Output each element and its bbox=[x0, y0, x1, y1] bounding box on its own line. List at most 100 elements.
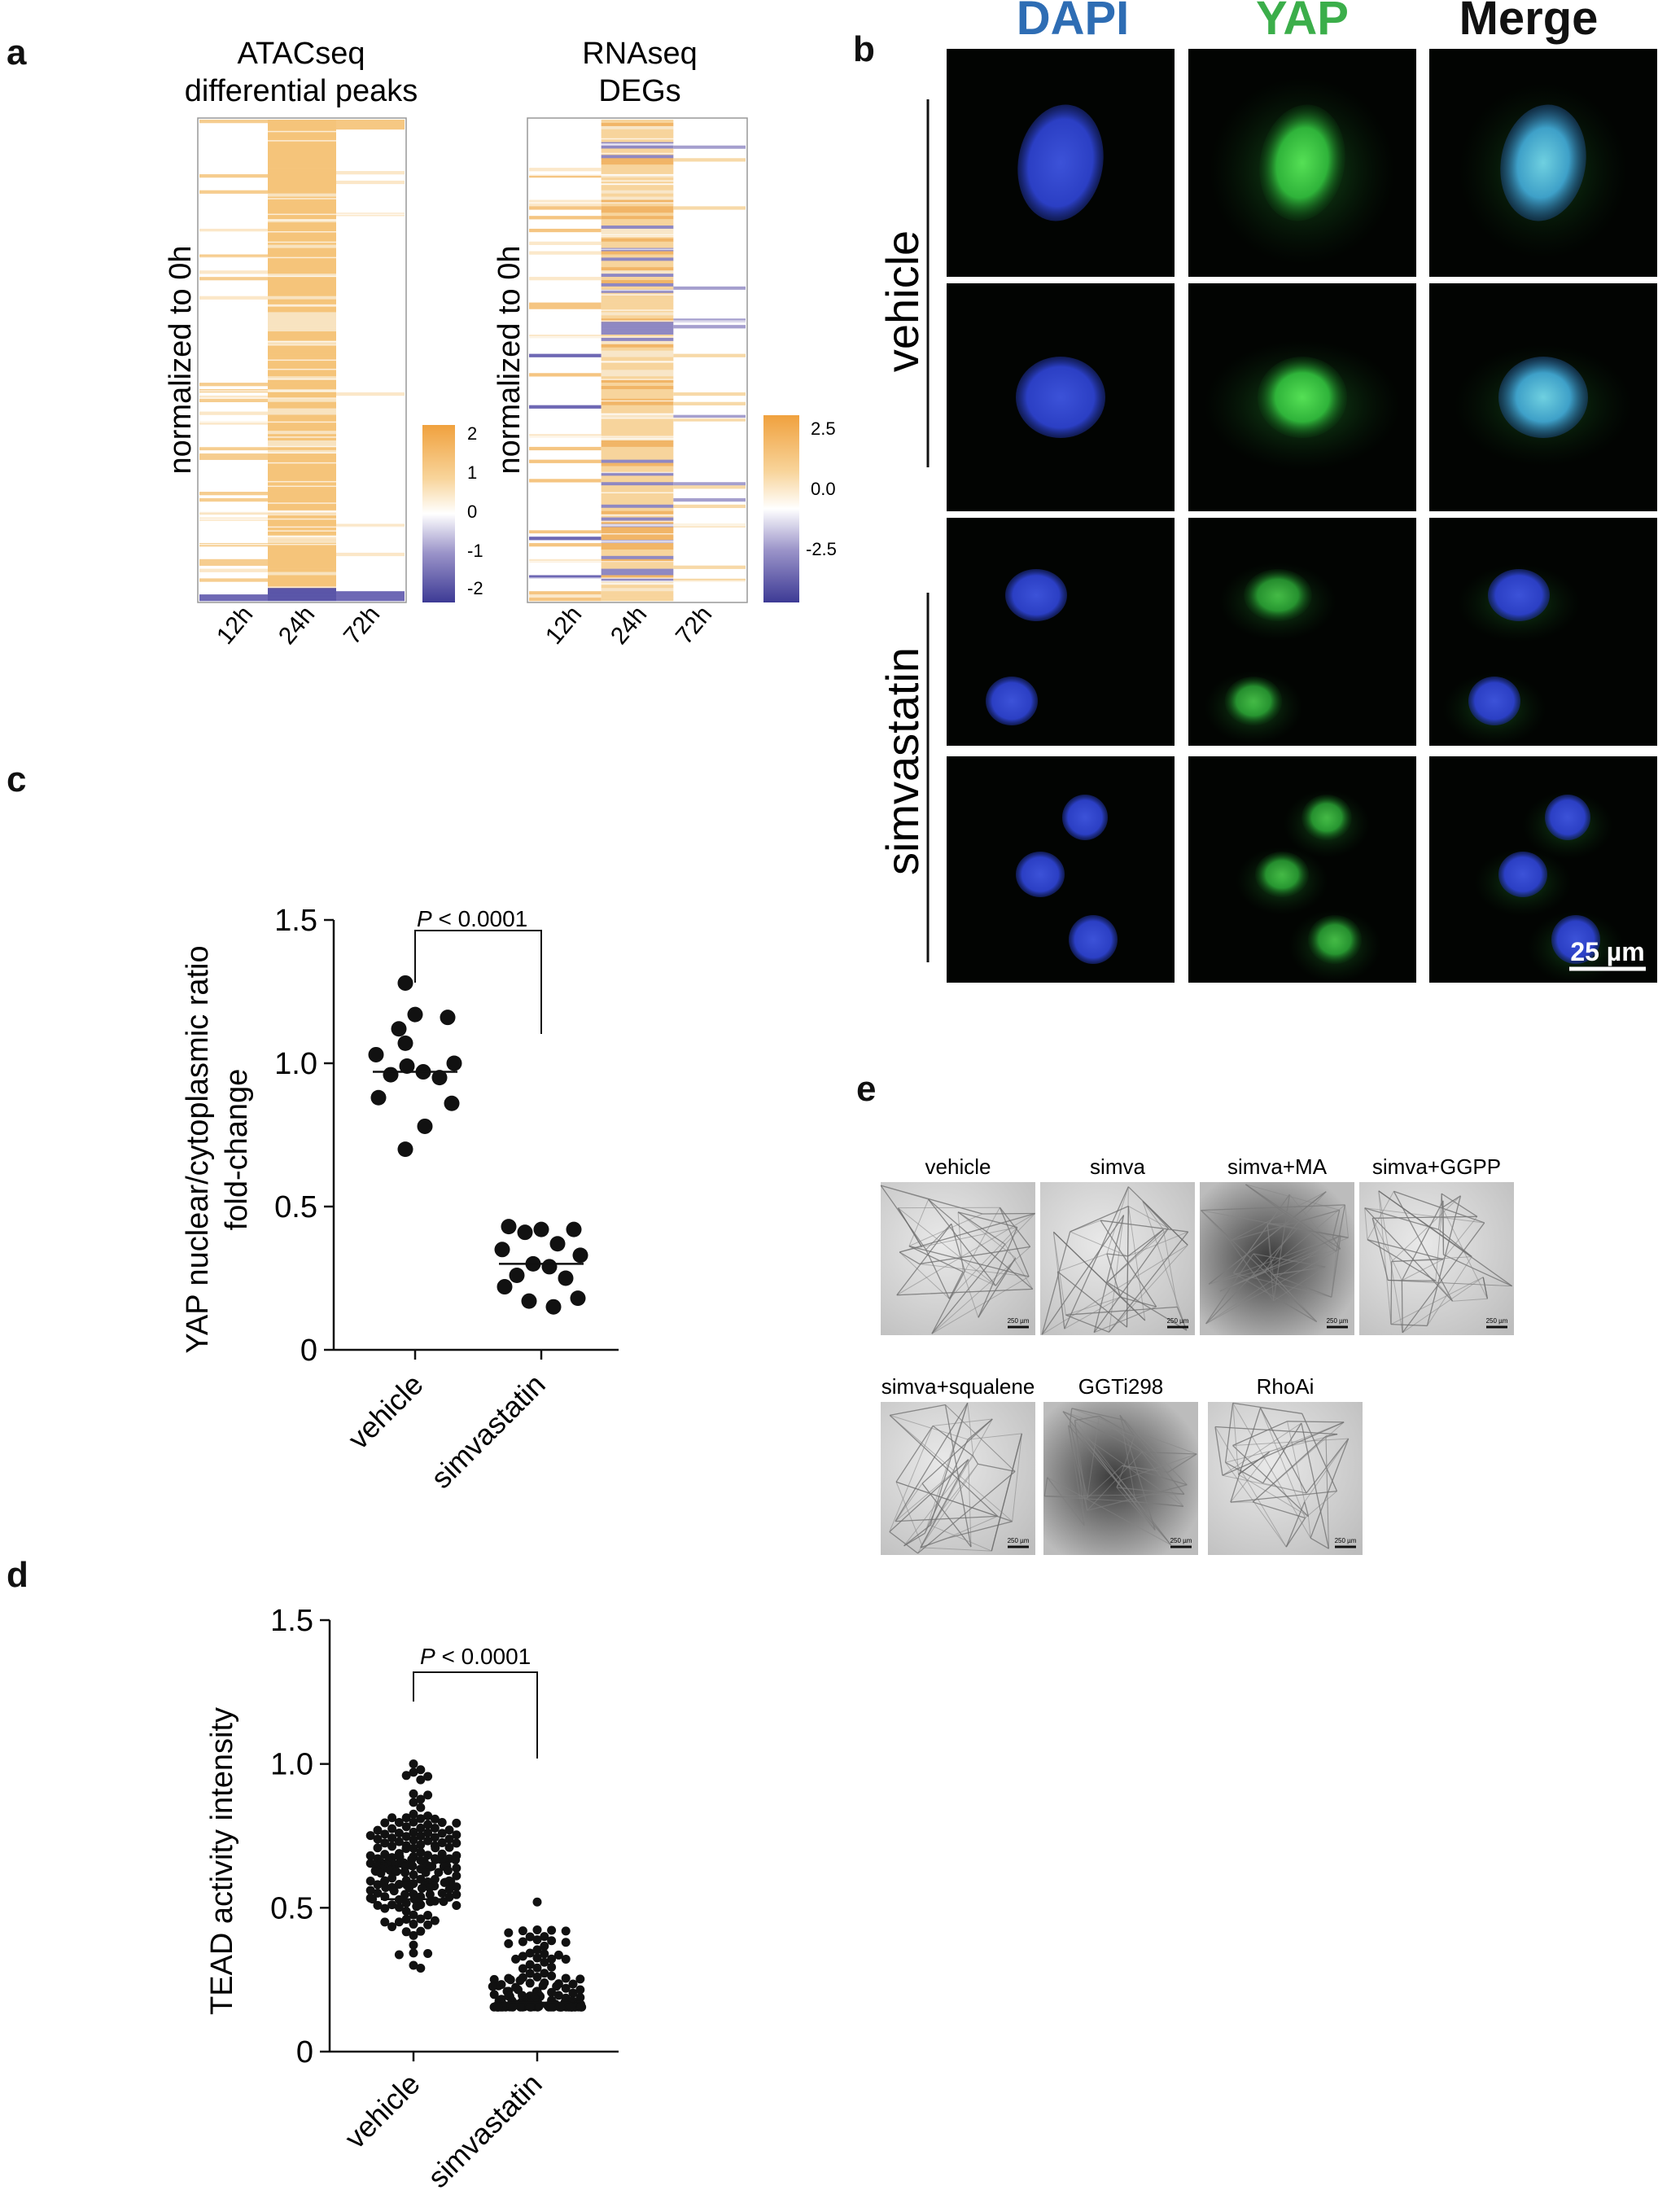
heatmap-cell bbox=[529, 173, 602, 178]
tube-segment bbox=[899, 1212, 1035, 1253]
heatmap-cell bbox=[268, 373, 336, 377]
heatmap-gap bbox=[529, 580, 746, 582]
heatmap-cell bbox=[529, 558, 602, 563]
heatmap-cell bbox=[601, 469, 674, 473]
cell-nucleus bbox=[1545, 795, 1590, 840]
heatmap-cell bbox=[268, 440, 336, 445]
tead-dot bbox=[423, 1828, 433, 1837]
tead-dot bbox=[394, 1817, 404, 1827]
tube-segment bbox=[1047, 1477, 1085, 1526]
heatmap-cell bbox=[268, 296, 336, 300]
heatmap-gap bbox=[199, 502, 405, 504]
heatmap-cell bbox=[268, 520, 336, 524]
heatmap-gap bbox=[199, 368, 405, 370]
heatmap-cell bbox=[199, 562, 268, 566]
micro-image bbox=[1188, 283, 1416, 511]
heatmap-gap bbox=[529, 152, 746, 155]
tead-dot bbox=[518, 1926, 527, 1936]
tube-segment bbox=[1214, 1426, 1287, 1548]
tead-dot bbox=[515, 1976, 525, 1986]
tube-segment bbox=[1208, 1248, 1341, 1285]
heatmap-cell bbox=[601, 270, 674, 274]
heatmap-cell bbox=[601, 370, 674, 374]
tube-segment bbox=[1285, 1518, 1306, 1548]
heatmap-cell bbox=[673, 145, 746, 149]
tube-segment bbox=[1252, 1421, 1345, 1503]
heatmap-cell bbox=[601, 401, 674, 405]
tube-segment bbox=[1052, 1231, 1146, 1321]
heatmap-cell bbox=[268, 598, 336, 602]
tube-segment bbox=[973, 1456, 979, 1465]
heatmap-cell bbox=[199, 383, 268, 387]
heatmap-cell bbox=[601, 251, 674, 255]
rna-heatmap: RNAseq DEGs normalized to 0h 12h 24h 72h… bbox=[492, 37, 837, 650]
heatmap-cell bbox=[268, 462, 336, 466]
tead-dot bbox=[401, 1907, 411, 1916]
tube-segment bbox=[968, 1433, 1022, 1440]
heatmap-cell bbox=[268, 523, 336, 528]
heatmap-cell bbox=[601, 206, 674, 210]
heatmap-cell bbox=[673, 485, 746, 489]
tead-dot bbox=[380, 1818, 390, 1828]
heatmap-cell bbox=[601, 558, 674, 563]
tead-dot bbox=[444, 1834, 454, 1844]
tube-label: simva bbox=[1090, 1154, 1145, 1179]
tead-dot bbox=[376, 1868, 386, 1878]
heatmap-cell bbox=[601, 494, 674, 499]
tube-segment bbox=[1124, 1420, 1188, 1486]
tube-segment bbox=[899, 1251, 950, 1299]
tube-segment bbox=[1107, 1229, 1164, 1283]
tead-dot bbox=[380, 1917, 390, 1927]
tube-segment bbox=[957, 1211, 1017, 1229]
heatmap-cell bbox=[199, 456, 268, 460]
tead-dot bbox=[423, 1811, 433, 1820]
heatmap-cell bbox=[601, 264, 674, 268]
tube-segment bbox=[920, 1459, 969, 1548]
heatmap-cell bbox=[268, 318, 336, 322]
tube-segment bbox=[948, 1271, 964, 1299]
tead-dot bbox=[452, 1871, 462, 1881]
heatmap-gap bbox=[199, 140, 405, 142]
tube-segment bbox=[920, 1463, 978, 1548]
heatmap-gap bbox=[199, 379, 405, 380]
heatmap-gap bbox=[529, 471, 746, 474]
tube-segment bbox=[1273, 1266, 1326, 1302]
tube-segment bbox=[1070, 1231, 1128, 1257]
heatmap-cell bbox=[601, 261, 674, 265]
heatmap-cell bbox=[268, 122, 336, 127]
heatmap-cell bbox=[601, 443, 674, 448]
tead-dot bbox=[380, 1838, 390, 1848]
heatmap-cell bbox=[601, 549, 674, 554]
tube-segment bbox=[932, 1425, 974, 1457]
heatmap-cell bbox=[268, 479, 336, 483]
tead-dot bbox=[423, 1836, 433, 1846]
heatmap-cell bbox=[601, 280, 674, 284]
heatmap-cell bbox=[268, 155, 336, 159]
tead-dot bbox=[416, 1765, 426, 1775]
tube-segment bbox=[1435, 1280, 1453, 1302]
tube-bg bbox=[1040, 1182, 1195, 1335]
tead-dot bbox=[416, 1926, 426, 1936]
tead-dot bbox=[373, 1834, 383, 1844]
micro-image bbox=[1188, 518, 1416, 746]
tead-dot bbox=[409, 1767, 418, 1777]
tube-segment bbox=[895, 1402, 969, 1522]
tube-segment bbox=[1245, 1184, 1337, 1252]
heatmap-cell bbox=[268, 142, 336, 146]
heatmap-cell bbox=[529, 199, 602, 204]
heatmap-cell bbox=[336, 120, 405, 124]
tube-segment bbox=[1364, 1207, 1439, 1230]
heatmap-cell bbox=[336, 594, 405, 598]
panel-letter-c: c bbox=[7, 760, 27, 799]
heatmap-cell bbox=[199, 421, 268, 425]
tead-dot bbox=[525, 1948, 535, 1958]
heatmap-cell bbox=[268, 334, 336, 339]
tube-segment bbox=[1391, 1195, 1461, 1262]
heatmap-cell bbox=[601, 283, 674, 287]
heatmap-cell bbox=[601, 254, 674, 258]
heatmap-cell bbox=[268, 261, 336, 265]
tube-segment bbox=[1310, 1438, 1350, 1539]
heatmap-cell bbox=[601, 386, 674, 390]
tead-dot bbox=[431, 1843, 440, 1853]
